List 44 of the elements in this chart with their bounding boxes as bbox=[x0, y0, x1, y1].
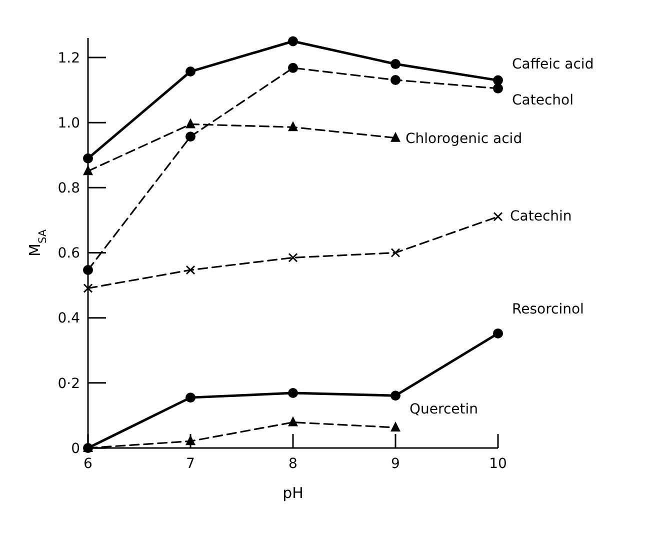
point bbox=[186, 118, 196, 128]
point bbox=[493, 328, 503, 338]
point bbox=[390, 422, 400, 432]
point bbox=[83, 283, 93, 293]
point bbox=[493, 83, 503, 94]
y-tick-label: 0.6 bbox=[58, 246, 80, 262]
x-tick-label: 8 bbox=[288, 456, 298, 472]
point bbox=[288, 121, 298, 132]
series-label: Chlorogenic acid bbox=[406, 130, 522, 147]
point bbox=[390, 132, 400, 142]
y-tick-label: 0.4 bbox=[58, 310, 80, 327]
series-label: Catechol bbox=[512, 92, 574, 108]
point bbox=[390, 59, 400, 70]
x-tick-label: 7 bbox=[186, 456, 195, 472]
point bbox=[288, 388, 298, 398]
y-tick-label: 0 bbox=[71, 440, 80, 457]
y-tick-label: 1.2 bbox=[58, 50, 80, 66]
series-label: Catechin bbox=[510, 208, 572, 225]
point bbox=[288, 416, 298, 426]
x-tick-label: 9 bbox=[391, 456, 400, 472]
x-tick-label: 6 bbox=[84, 456, 93, 472]
point bbox=[83, 165, 93, 176]
x-tick-label: 10 bbox=[489, 456, 507, 472]
y-tick-label: 0·2 bbox=[58, 376, 80, 392]
point bbox=[186, 392, 196, 403]
point bbox=[493, 212, 503, 222]
x-axis-title: pH bbox=[282, 484, 304, 502]
point bbox=[186, 265, 196, 275]
point bbox=[288, 252, 298, 262]
y-tick-label: 1.0 bbox=[58, 116, 80, 132]
point bbox=[186, 66, 196, 77]
point bbox=[390, 390, 400, 401]
point bbox=[390, 74, 400, 85]
point bbox=[83, 265, 93, 276]
point bbox=[288, 62, 298, 73]
point bbox=[390, 248, 400, 258]
point bbox=[186, 132, 196, 142]
y-tick-label: 0.8 bbox=[58, 180, 80, 197]
point bbox=[288, 36, 298, 46]
series-label: Resorcinol bbox=[512, 301, 584, 318]
series-label: Caffeic acid bbox=[512, 56, 594, 72]
series-label: Quercetin bbox=[410, 402, 478, 418]
point bbox=[83, 153, 93, 164]
point bbox=[186, 435, 196, 446]
